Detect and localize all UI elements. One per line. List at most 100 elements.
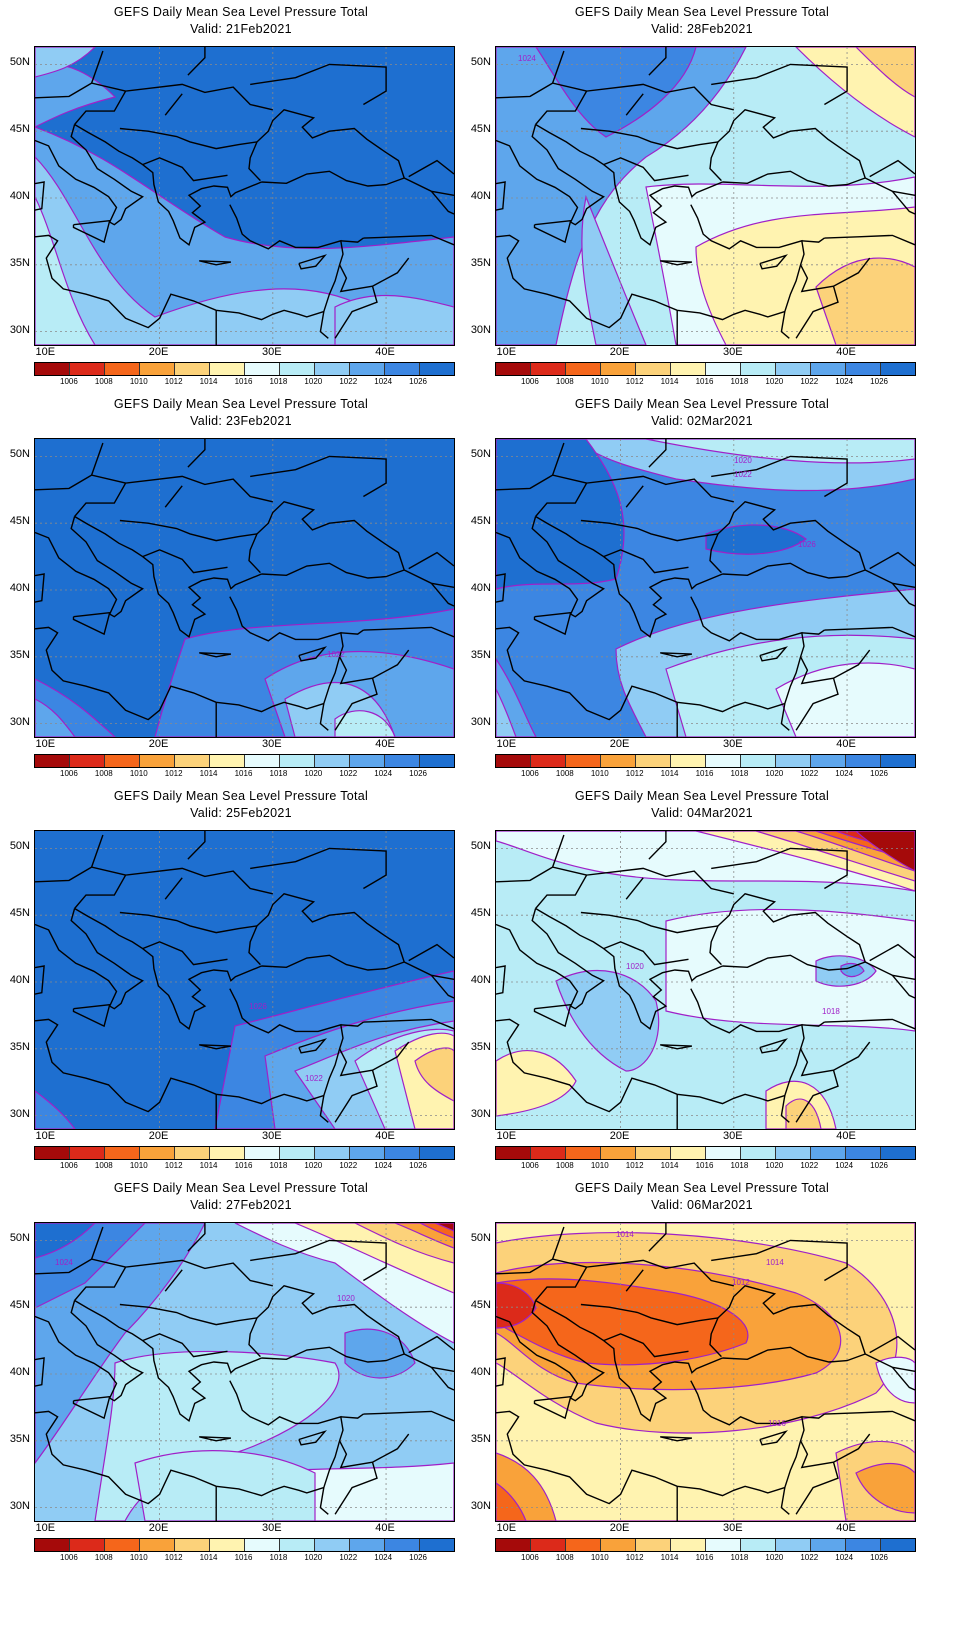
latitude-tick-label: 30N — [9, 715, 30, 728]
colorbar-label: 1016 — [695, 769, 714, 778]
pressure-band — [434, 1223, 454, 1232]
coastline-border — [164, 485, 183, 508]
colorbar-label: 1008 — [555, 377, 574, 386]
coastline-border — [795, 1070, 839, 1123]
coastline-border — [408, 159, 454, 178]
colorbar-label: 1012 — [164, 1161, 183, 1170]
coastline-border — [759, 1038, 788, 1054]
longitude-tick-label: 10E — [35, 1522, 56, 1534]
coastline-border — [199, 1436, 232, 1442]
coastline-border — [709, 1285, 866, 1358]
contour-label: 1026 — [798, 540, 816, 549]
coastline-border — [338, 257, 410, 293]
coastline-border — [496, 516, 605, 618]
colorbar-swatch — [496, 1147, 531, 1159]
coastline-border — [801, 629, 825, 635]
coastline-border — [74, 123, 262, 246]
coastline-border — [709, 109, 866, 182]
coastline-border — [824, 626, 915, 638]
longitude-tick-label: 20E — [609, 738, 630, 750]
coastline-border — [90, 442, 104, 476]
coastline-border — [759, 646, 788, 662]
latitude-tick-label: 50N — [470, 448, 491, 461]
coastline-border — [799, 649, 871, 685]
colorbar-swatch — [566, 363, 601, 375]
latitude-tick-label: 30N — [470, 323, 491, 336]
colorbar-swatch — [420, 363, 454, 375]
contour-label: 1026 — [249, 1002, 267, 1011]
colorbar-swatch — [385, 1147, 420, 1159]
colorbar-label: 1008 — [94, 769, 113, 778]
colorbar-label: 1010 — [590, 1553, 609, 1562]
colorbar-label: 1018 — [730, 1553, 749, 1562]
coastline-border — [298, 1430, 327, 1446]
colorbar-swatch — [706, 1147, 741, 1159]
colorbar-label: 1014 — [660, 1553, 679, 1562]
colorbar-swatch — [811, 363, 846, 375]
coastline-border — [535, 907, 723, 1030]
map-frame: 1022 — [34, 438, 455, 738]
coastline-border — [496, 124, 605, 226]
colorbar-label: 1016 — [695, 1161, 714, 1170]
coastline-border — [298, 646, 327, 662]
colorbar-swatch — [741, 363, 776, 375]
coastline-border — [535, 475, 734, 517]
latitude-tick-label: 45N — [9, 515, 30, 528]
latitude-tick-label: 35N — [9, 256, 30, 269]
coastline-border — [74, 515, 262, 638]
coastline-border — [430, 582, 454, 607]
colorbar-label: 1014 — [199, 769, 218, 778]
colorbar-swatch — [245, 363, 280, 375]
colorbar-label: 1024 — [835, 377, 854, 386]
colorbar-label: 1012 — [164, 1553, 183, 1562]
colorbar-label: 1022 — [800, 377, 819, 386]
colorbar-swatch — [601, 363, 636, 375]
coastline-border — [759, 254, 788, 270]
coastline-border — [535, 83, 734, 125]
colorbar-swatch — [706, 755, 741, 767]
colorbar-swatch — [846, 363, 881, 375]
pressure-band — [535, 47, 697, 138]
colorbar-swatch — [420, 1539, 454, 1551]
colorbar-swatch — [210, 363, 245, 375]
panel-valid-date: Valid: 06Mar2021 — [651, 1198, 753, 1212]
longitude-tick-label: 30E — [262, 346, 282, 358]
colorbar-label: 1008 — [555, 1161, 574, 1170]
colorbar-label: 1018 — [730, 769, 749, 778]
map-panel: GEFS Daily Mean Sea Level Pressure Total… — [461, 784, 943, 1194]
colorbar-label: 1006 — [521, 1161, 539, 1170]
map-frame: 1020 1022 1026 — [495, 438, 916, 738]
coastline-border — [891, 582, 915, 607]
coastline-border — [261, 562, 405, 579]
latitude-tick-label: 30N — [9, 323, 30, 336]
pressure-band — [414, 1047, 454, 1102]
coastline-border — [869, 1335, 915, 1354]
coastline-border — [35, 1380, 344, 1505]
coastline-border — [535, 123, 723, 246]
pressure-map: 1020 1018 — [496, 831, 915, 1129]
coastline-border — [72, 1003, 111, 1028]
coastline-border — [780, 1095, 790, 1123]
colorbar-swatch — [846, 1539, 881, 1551]
coastline-border — [780, 311, 790, 339]
colorbar-label: 1020 — [765, 769, 784, 778]
coastline-border — [119, 519, 258, 542]
map-frame: 1024 — [495, 46, 916, 346]
contour-label: 1022 — [734, 470, 752, 479]
coastline-border — [142, 549, 228, 574]
pressure-band — [134, 1450, 316, 1521]
coastline-border — [334, 678, 378, 731]
longitude-tick-label: 30E — [723, 346, 743, 358]
coastline-border — [35, 965, 45, 995]
longitude-tick-label: 40E — [836, 738, 856, 750]
colorbar-swatch — [566, 755, 601, 767]
colorbar-swatch — [741, 755, 776, 767]
coastline-border — [35, 1357, 45, 1387]
colorbar-label: 1026 — [870, 1553, 888, 1562]
colorbar-swatch — [175, 1539, 210, 1551]
longitude-tick-label: 10E — [35, 1130, 56, 1142]
latitude-tick-label: 35N — [9, 1432, 30, 1445]
panel-title: GEFS Daily Mean Sea Level Pressure Total — [113, 397, 369, 411]
coastline-border — [801, 1413, 825, 1419]
pressure-band — [334, 294, 454, 345]
